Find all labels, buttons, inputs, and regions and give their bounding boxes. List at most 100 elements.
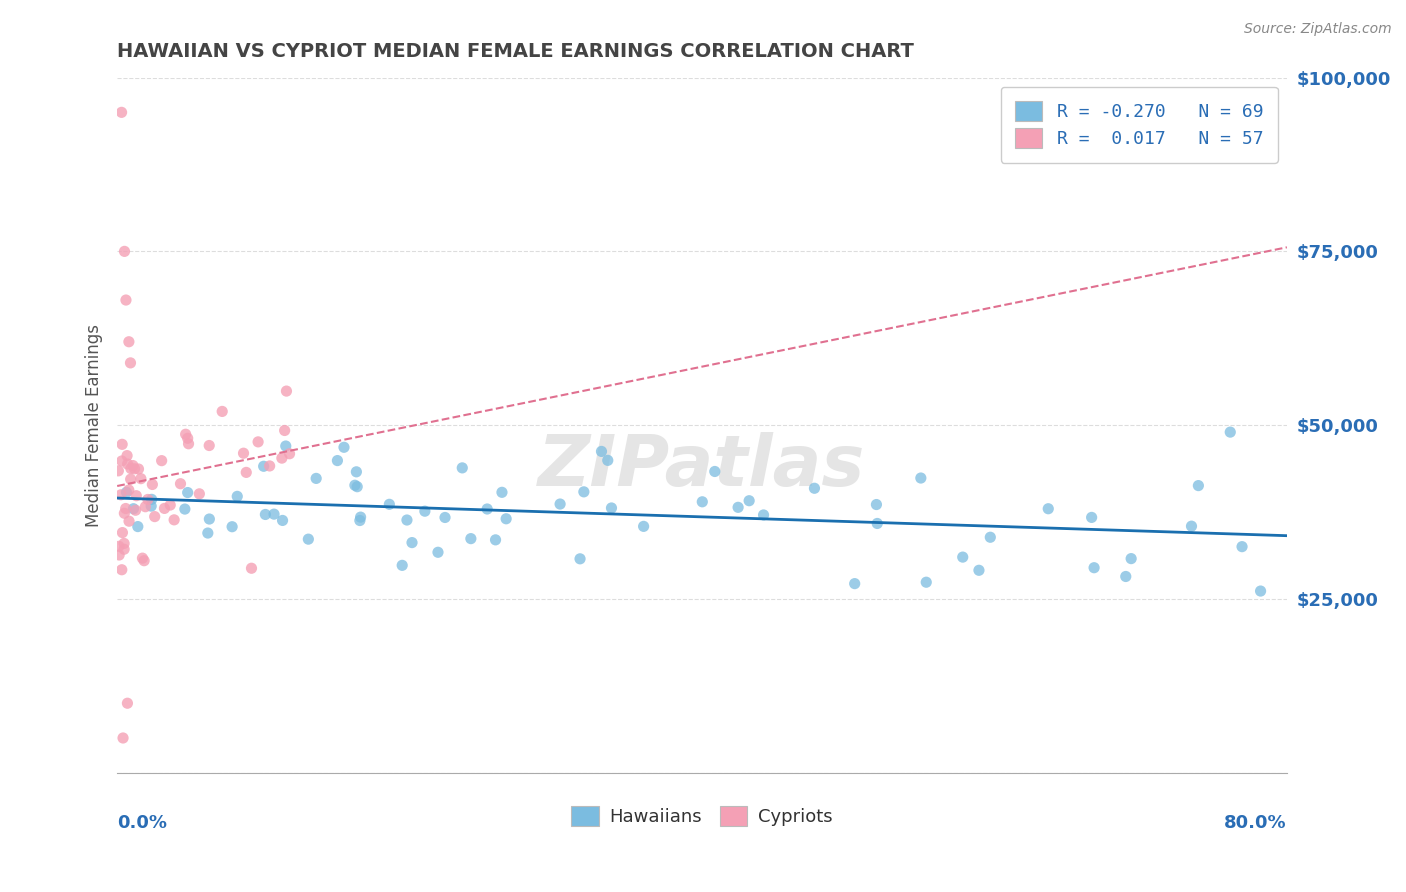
Point (344, 465, 367, 479)
Point (173, 502, 195, 516)
Point (738, 493, 761, 508)
Point (124, 503, 146, 517)
Point (247, 434, 270, 449)
Point (174, 427, 197, 442)
Text: HAWAIIAN VS CYPRIOT MEDIAN FEMALE EARNINGS CORRELATION CHART: HAWAIIAN VS CYPRIOT MEDIAN FEMALE EARNIN… (117, 42, 914, 61)
Point (401, 535, 423, 549)
Point (1180, 519, 1202, 533)
Legend: Hawaiians, Cypriots: Hawaiians, Cypriots (564, 799, 839, 833)
Point (127, 519, 149, 533)
Point (803, 481, 825, 495)
Point (460, 532, 482, 546)
Point (115, 485, 138, 500)
Point (1080, 510, 1102, 524)
Point (211, 404, 233, 418)
Point (163, 513, 186, 527)
Point (114, 501, 136, 516)
Point (263, 507, 285, 521)
Point (253, 459, 276, 474)
Point (235, 466, 257, 480)
Point (122, 501, 145, 516)
Point (690, 495, 713, 509)
Point (221, 519, 243, 533)
Point (271, 513, 294, 527)
Point (254, 508, 277, 522)
Point (129, 472, 152, 486)
Point (569, 551, 592, 566)
Point (112, 506, 135, 520)
Point (115, 449, 138, 463)
Point (110, 105, 132, 120)
Point (1115, 569, 1137, 583)
Point (115, 293, 138, 307)
Point (188, 487, 211, 501)
Point (114, 244, 136, 259)
Point (979, 530, 1001, 544)
Point (391, 558, 413, 573)
Point (865, 498, 887, 512)
Point (122, 458, 145, 473)
Y-axis label: Median Female Earnings: Median Female Earnings (86, 324, 103, 526)
Point (572, 484, 595, 499)
Point (413, 504, 436, 518)
Point (125, 489, 148, 503)
Point (1038, 501, 1060, 516)
Text: 80.0%: 80.0% (1225, 814, 1286, 832)
Point (118, 334, 141, 349)
Point (967, 563, 990, 577)
Point (153, 501, 176, 516)
Point (112, 536, 135, 550)
Point (226, 489, 249, 503)
Point (117, 457, 139, 471)
Point (141, 492, 163, 507)
Point (915, 575, 938, 590)
Point (600, 500, 623, 515)
Point (112, 731, 135, 745)
Point (120, 356, 142, 370)
Point (108, 539, 131, 553)
Point (112, 542, 135, 557)
Point (169, 476, 191, 491)
Point (434, 510, 457, 524)
Point (484, 533, 506, 547)
Point (378, 497, 401, 511)
Point (124, 462, 146, 476)
Point (952, 550, 974, 565)
Point (1219, 425, 1241, 439)
Point (176, 485, 198, 500)
Point (177, 436, 200, 450)
Point (727, 500, 749, 515)
Point (395, 513, 418, 527)
Point (703, 465, 725, 479)
Point (136, 492, 159, 507)
Point (349, 514, 371, 528)
Point (134, 554, 156, 568)
Point (326, 453, 349, 467)
Point (596, 453, 619, 467)
Point (131, 551, 153, 566)
Point (278, 447, 301, 461)
Point (197, 526, 219, 541)
Point (495, 512, 517, 526)
Point (1121, 551, 1143, 566)
Point (232, 446, 254, 460)
Point (108, 548, 131, 562)
Point (477, 502, 499, 516)
Point (198, 512, 221, 526)
Point (343, 478, 366, 492)
Point (159, 498, 181, 512)
Point (1250, 584, 1272, 599)
Point (118, 514, 141, 528)
Text: Source: ZipAtlas.com: Source: ZipAtlas.com (1244, 22, 1392, 37)
Point (141, 499, 163, 513)
Point (141, 477, 163, 491)
Point (910, 471, 932, 485)
Point (111, 563, 134, 577)
Point (305, 471, 328, 485)
Point (297, 532, 319, 546)
Point (198, 438, 221, 452)
Text: 0.0%: 0.0% (117, 814, 167, 832)
Text: ZIPatlas: ZIPatlas (538, 433, 866, 501)
Point (176, 431, 198, 445)
Point (1230, 540, 1253, 554)
